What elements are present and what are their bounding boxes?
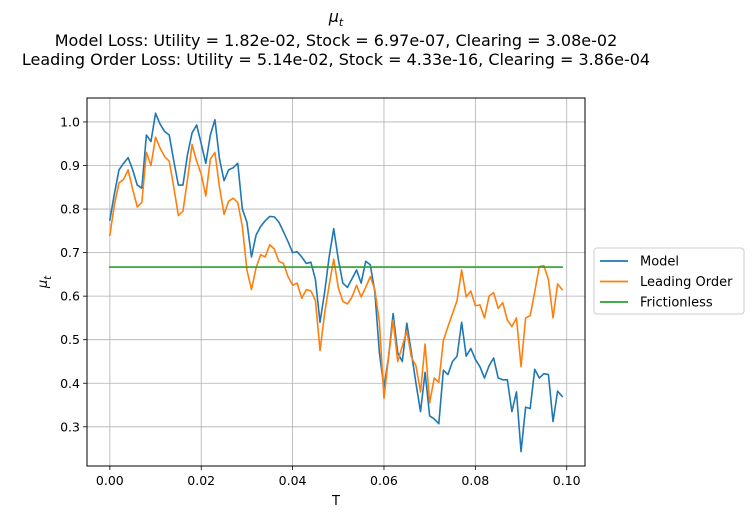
y-tick-label: 1.0 — [60, 114, 80, 129]
y-tick-label: 0.5 — [60, 332, 80, 347]
series-line-model — [108, 112, 564, 453]
x-tick-label: 0.02 — [187, 473, 215, 488]
y-axis-ticks: 0.3 0.4 0.5 0.6 0.7 0.8 0.9 1.0 — [60, 114, 87, 434]
x-axis-label: T — [331, 494, 340, 509]
x-tick-label: 0.06 — [370, 473, 398, 488]
grid-x — [109, 98, 568, 466]
grid-y — [87, 121, 585, 428]
legend-label-leading-order: Leading Order — [640, 275, 733, 290]
plot-area — [86, 97, 586, 467]
x-tick-label: 0.10 — [553, 473, 581, 488]
series-lines — [108, 112, 564, 453]
plot-background — [87, 98, 585, 466]
legend-box — [593, 247, 745, 315]
series-line-leading-order — [108, 136, 564, 404]
y-axis-label: μt — [36, 275, 54, 289]
legend-label-frictionless: Frictionless — [640, 296, 713, 311]
legend: Model Leading Order Frictionless — [593, 247, 745, 315]
chart-title-symbol: μt — [328, 7, 344, 29]
y-tick-label: 0.8 — [60, 202, 80, 217]
chart-title-leading-order-loss: Leading Order Loss: Utility = 5.14e-02, … — [22, 50, 650, 69]
legend-label-model: Model — [640, 255, 679, 270]
y-tick-label: 0.6 — [60, 289, 80, 304]
chart-title-model-loss: Model Loss: Utility = 1.82e-02, Stock = … — [55, 31, 618, 50]
x-tick-label: 0.00 — [96, 473, 124, 488]
y-tick-label: 0.9 — [60, 158, 80, 173]
x-axis-ticks: 0.00 0.02 0.04 0.06 0.08 0.10 — [96, 466, 581, 488]
y-tick-label: 0.4 — [60, 376, 80, 391]
x-tick-label: 0.08 — [461, 473, 489, 488]
y-tick-label: 0.7 — [60, 245, 80, 260]
x-tick-label: 0.04 — [279, 473, 307, 488]
plot-frame — [86, 97, 586, 467]
y-tick-label: 0.3 — [60, 419, 80, 434]
